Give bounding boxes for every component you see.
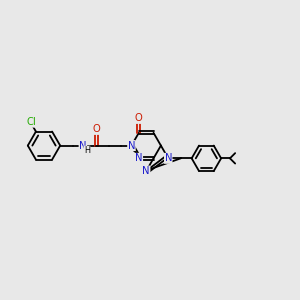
Text: N: N xyxy=(135,153,142,163)
Text: N: N xyxy=(142,166,150,176)
Text: H: H xyxy=(84,146,90,155)
Text: O: O xyxy=(92,124,100,134)
Text: N: N xyxy=(79,141,87,151)
Text: Cl: Cl xyxy=(27,117,36,127)
Text: N: N xyxy=(128,141,135,151)
Text: O: O xyxy=(135,113,143,123)
Text: N: N xyxy=(164,153,172,163)
